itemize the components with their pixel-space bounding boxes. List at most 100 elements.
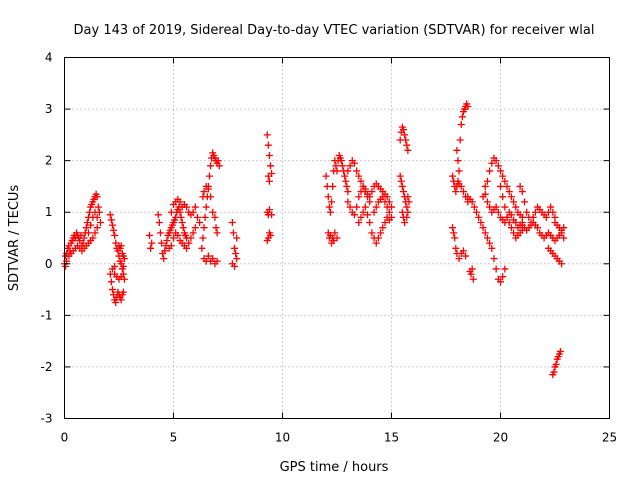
data-point [158,239,166,247]
data-point [213,229,221,237]
data-point [170,234,177,242]
y-tick-label: 2 [45,154,53,168]
data-point [156,229,164,237]
data-point [499,172,507,180]
data-point [468,198,476,206]
x-tick-label: 5 [170,431,178,445]
data-point [91,229,99,237]
x-tick-label: 20 [493,431,508,445]
data-point [214,157,222,165]
y-tick-label: -2 [41,360,53,374]
data-point [264,172,272,180]
data-point [110,226,118,234]
data-point [501,265,509,273]
x-axis-label: GPS time / hours [280,460,389,475]
data-point [93,193,101,201]
data-point [402,136,410,144]
data-point [396,172,404,180]
data-point [468,265,476,273]
data-point [372,203,380,211]
data-point [383,203,391,211]
data-point [111,231,119,239]
data-point [265,206,273,214]
y-tick-label: 4 [45,51,53,65]
data-point [353,167,361,175]
data-point [403,213,411,221]
data-point [215,162,223,170]
data-point [385,208,393,216]
data-point [542,213,550,221]
data-point [405,198,413,206]
data-point [202,203,210,211]
axis-ticks: 0 5 10 15 20 25 -3 -2 -1 0 1 2 3 4 [41,51,618,445]
data-point [193,213,201,221]
data-point [494,162,502,170]
data-point [497,278,504,286]
data-point [112,298,120,306]
data-point [401,219,409,227]
data-point [355,172,363,180]
data-point [331,229,339,237]
data-point [213,257,221,265]
data-point [178,219,186,227]
data-point [457,182,465,190]
data-point [404,146,412,154]
data-point [379,224,387,232]
data-point [479,224,487,232]
data-point [499,193,507,201]
data-point [119,288,127,296]
data-point [117,242,125,250]
data-point [505,188,513,196]
data-point [401,131,409,139]
data-point [201,213,209,221]
data-point [183,203,191,211]
data-point [80,234,88,242]
data-point [322,172,330,180]
data-point [359,208,367,216]
data-point [94,203,102,211]
data-point [187,234,195,242]
data-point [185,239,193,247]
data-point [355,193,363,201]
x-tick-label: 25 [602,431,617,445]
data-point [467,270,475,278]
data-point [328,198,336,206]
data-point [108,286,116,294]
data-point [510,229,518,237]
x-tick-label: 10 [275,431,290,445]
data-point [209,255,217,263]
data-point [379,193,387,201]
data-point [265,151,273,159]
x-tick-label: 0 [61,431,69,445]
data-point [483,198,491,206]
data-point [119,262,127,270]
data-point [264,141,272,149]
data-point [404,193,412,201]
data-point [549,208,557,216]
data-point [332,162,340,170]
data-point [505,219,513,227]
data-point [377,229,385,237]
data-point [342,177,350,185]
data-point [486,239,494,247]
data-point [209,208,217,216]
data-point [397,177,405,185]
data-point [464,102,472,110]
data-point [160,255,168,263]
data-point [350,159,358,167]
data-point [89,234,97,242]
data-point [148,239,156,247]
data-point [550,368,558,376]
data-point [84,229,92,237]
data-point [477,219,485,227]
data-point [481,190,489,198]
data-point [558,260,566,268]
data-point [326,208,334,216]
data-point [199,234,207,242]
data-point [346,203,354,211]
data-point [486,203,494,211]
data-point [552,360,560,368]
data-point [207,162,215,170]
data-point [191,203,199,211]
data-point [106,211,114,219]
